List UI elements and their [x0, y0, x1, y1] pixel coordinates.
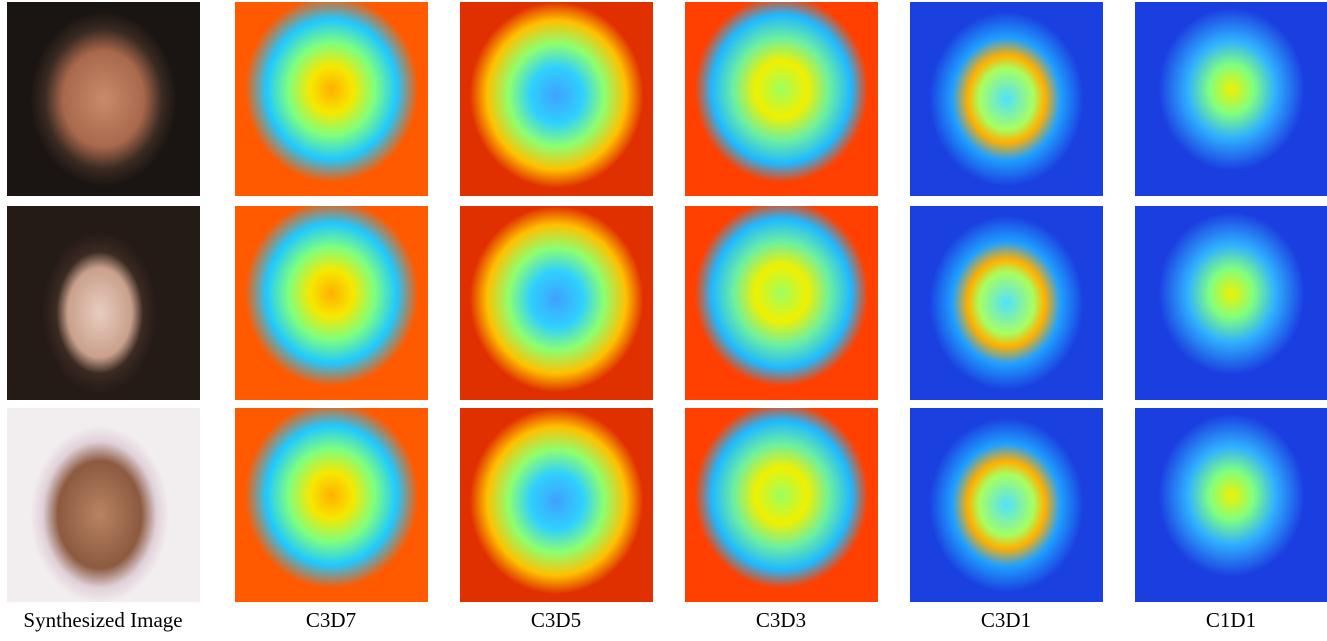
column-label: C3D3 [666, 608, 896, 633]
heatmap [685, 408, 878, 602]
heatmap [910, 206, 1103, 400]
heatmap [685, 206, 878, 400]
face-image [7, 408, 200, 602]
column-label: C3D7 [216, 608, 446, 633]
column-label: C3D5 [441, 608, 671, 633]
heatmap [460, 408, 653, 602]
face-image [7, 206, 200, 400]
heatmap [235, 408, 428, 602]
heatmap [685, 2, 878, 196]
figure: Synthesized ImageC3D7C3D5C3D3C3D1C1D1 [0, 0, 1327, 641]
heatmap [1135, 2, 1327, 196]
heatmap [460, 206, 653, 400]
column-label: C1D1 [1116, 608, 1327, 633]
heatmap [910, 408, 1103, 602]
heatmap [460, 2, 653, 196]
column-label: C3D1 [891, 608, 1121, 633]
heatmap [910, 2, 1103, 196]
heatmap [1135, 408, 1327, 602]
heatmap [235, 206, 428, 400]
heatmap [1135, 206, 1327, 400]
heatmap [235, 2, 428, 196]
face-image [7, 2, 200, 196]
column-label: Synthesized Image [0, 608, 218, 633]
